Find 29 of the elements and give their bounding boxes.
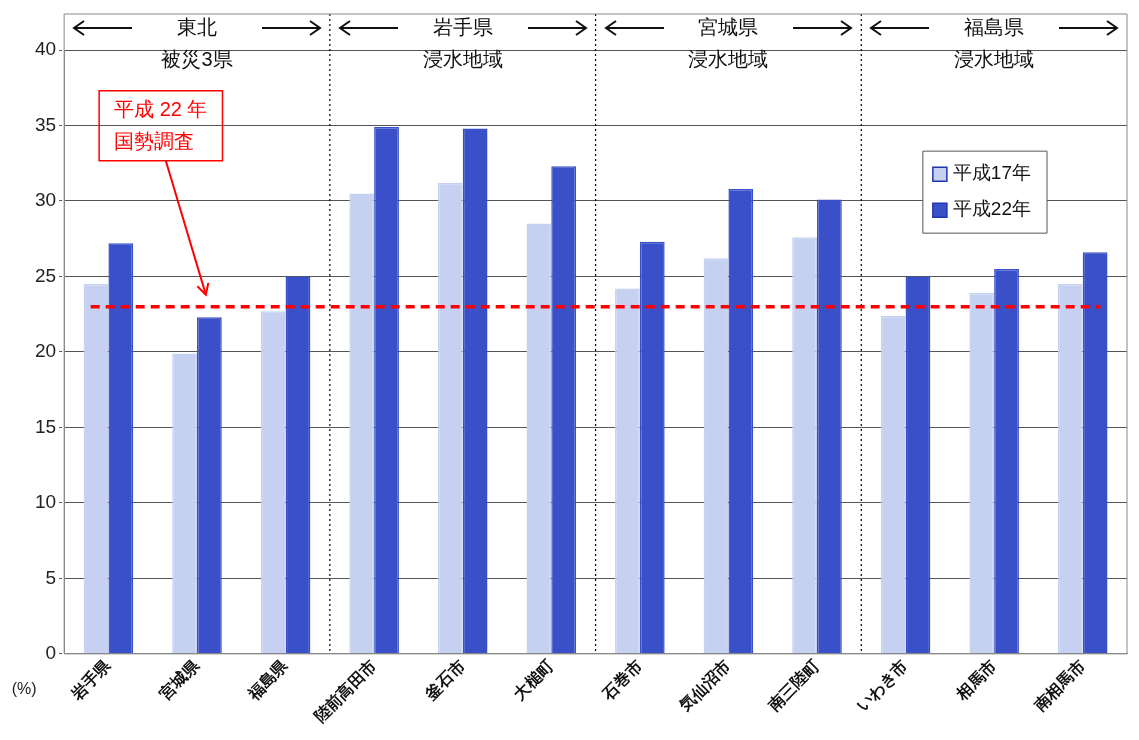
y-tick-label: 30 bbox=[34, 189, 57, 211]
x-tick-label: 岩手県 bbox=[66, 656, 115, 704]
annotation: 東北被災3県 bbox=[161, 15, 233, 70]
y-tick-label: 5 bbox=[45, 566, 57, 588]
annotation: 福島県浸水地域 bbox=[954, 15, 1035, 70]
y-tick-label: 20 bbox=[34, 340, 57, 362]
annotation: 岩手県浸水地域 bbox=[422, 15, 503, 70]
x-tick-label: 釜石市 bbox=[421, 656, 468, 704]
x-tick-label: 南相馬市 bbox=[1029, 656, 1088, 715]
x-tick-label: 福島県 bbox=[244, 656, 292, 704]
y-tick-label: 35 bbox=[34, 113, 57, 135]
x-tick-label: 宮城県 bbox=[155, 655, 203, 703]
y-tick-label: 25 bbox=[34, 264, 57, 286]
annotation: 宮城県浸水地域 bbox=[688, 15, 769, 70]
x-tick-label: 石巻市 bbox=[598, 656, 646, 704]
x-tick-label: 大槌町 bbox=[510, 656, 557, 703]
x-tick-label: 陸前高田市 bbox=[310, 656, 380, 726]
legend-label: 平成17年 bbox=[952, 162, 1032, 184]
y-tick-label: 10 bbox=[34, 491, 57, 513]
x-tick-label: いわき市 bbox=[853, 656, 912, 715]
y-tick-label: 40 bbox=[34, 38, 57, 60]
x-tick-label: 南三陸町 bbox=[764, 656, 823, 715]
legend-label: 平成22年 bbox=[952, 198, 1032, 220]
ref-line-label: 平成 22 年国勢調査 bbox=[114, 98, 208, 153]
x-tick-label: 気仙沼市 bbox=[675, 656, 734, 715]
y-tick-label: 0 bbox=[45, 642, 57, 664]
y-axis-title: (%) bbox=[11, 680, 37, 698]
y-tick-label: 15 bbox=[34, 415, 57, 437]
x-tick-label: 相馬市 bbox=[952, 656, 1000, 704]
